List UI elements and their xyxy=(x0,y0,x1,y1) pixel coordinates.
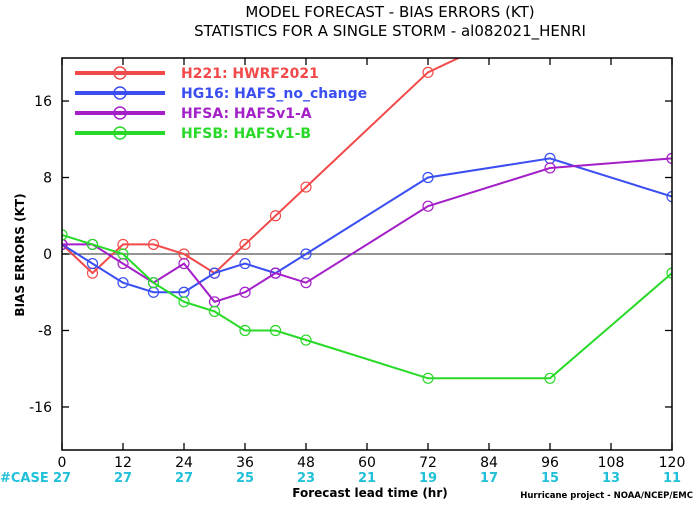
series-3-point xyxy=(239,286,251,298)
series-3-point xyxy=(666,152,672,164)
series-2-point xyxy=(117,277,129,289)
legend-marker xyxy=(113,126,127,140)
case-count: 23 xyxy=(297,471,315,486)
legend-label: HFSA: HAFSv1-A xyxy=(181,106,312,122)
series-3-point xyxy=(544,162,556,174)
legend-marker xyxy=(113,66,127,80)
chart-title: MODEL FORECAST - BIAS ERRORS (KT) xyxy=(245,3,534,21)
case-count: 15 xyxy=(541,471,559,486)
series-2-point xyxy=(239,257,251,270)
series-4-point xyxy=(666,267,672,279)
series-4-point xyxy=(147,277,160,289)
y-axis-label: BIAS ERRORS (KT) xyxy=(13,193,27,316)
case-count: 25 xyxy=(236,471,254,486)
series-4-point xyxy=(269,324,282,337)
series-3-line xyxy=(62,157,672,303)
x-tick-label: 96 xyxy=(541,455,559,471)
series-1-point xyxy=(147,238,160,251)
series-3-point xyxy=(178,257,190,270)
series-4-point xyxy=(86,238,99,251)
x-tick-label: 108 xyxy=(598,455,625,471)
series-2-point xyxy=(666,191,672,203)
series-1-point xyxy=(300,181,312,193)
x-tick-label: 60 xyxy=(358,455,376,471)
series-4-point xyxy=(544,372,556,384)
y-tick-label: -16 xyxy=(29,400,52,416)
series-1-point xyxy=(545,10,555,20)
footer-credit: Hurricane project - NOAA/NCEP/EMC xyxy=(520,491,693,501)
x-axis-label: Forecast lead time (hr) xyxy=(292,486,448,500)
chart-subtitle: STATISTICS FOR A SINGLE STORM - al082021… xyxy=(194,22,586,41)
series-1-point xyxy=(422,66,434,78)
case-count: 27 xyxy=(53,471,71,486)
case-count: 27 xyxy=(114,471,132,486)
legend-label: H221: HWRF2021 xyxy=(181,66,319,82)
case-count: 17 xyxy=(480,471,498,486)
legend-label: HFSB: HAFSv1-B xyxy=(181,126,311,142)
plot-area: -16 -8 0 8 16 0 12 24 36 48 60 72 84 96 108 120 27 27 27 25… xyxy=(29,10,686,486)
legend-marker xyxy=(113,86,127,100)
x-tick-label: 36 xyxy=(236,455,254,471)
series-2-point xyxy=(86,257,99,270)
series-4-point xyxy=(422,372,434,384)
series-2-point xyxy=(422,171,434,184)
y-tick-label: 0 xyxy=(43,247,52,263)
y-tick-label: 16 xyxy=(34,94,52,110)
x-tick-label: 24 xyxy=(175,455,193,471)
series-3-point xyxy=(300,277,312,289)
x-tick-label: 48 xyxy=(297,455,315,471)
case-row-label: #CASE xyxy=(0,471,49,486)
series-4-point xyxy=(117,248,129,260)
x-tick-label: 84 xyxy=(480,455,498,471)
series-3-point xyxy=(422,200,434,212)
series-1-point xyxy=(269,210,282,222)
series-1-line xyxy=(62,58,461,275)
y-tick-label: 8 xyxy=(43,171,52,187)
case-count: 27 xyxy=(175,471,193,486)
series-4-point xyxy=(208,305,221,317)
x-tick-label: 0 xyxy=(58,455,67,471)
series-2-point xyxy=(208,267,221,279)
series-3-point xyxy=(62,238,68,251)
x-tick-label: 120 xyxy=(659,455,686,471)
y-tick-label: -8 xyxy=(38,323,52,339)
legend-label: HG16: HAFS_no_change xyxy=(181,86,367,102)
series-2-point xyxy=(300,248,312,260)
series-2-line xyxy=(62,157,672,294)
x-tick-label: 12 xyxy=(114,455,132,471)
series-4-point xyxy=(239,324,251,337)
case-count: 21 xyxy=(358,471,376,486)
series-4-point xyxy=(300,334,312,346)
case-count: 11 xyxy=(663,471,681,486)
series-1-point xyxy=(239,238,251,251)
case-count: 13 xyxy=(602,471,620,486)
series-4-point xyxy=(62,229,68,241)
series-4-point xyxy=(178,296,190,308)
x-tick-label: 72 xyxy=(419,455,437,471)
legend-marker xyxy=(113,106,127,120)
series-group xyxy=(62,10,672,384)
series-4-line xyxy=(62,233,672,380)
series-3-point xyxy=(269,267,282,279)
case-count: 19 xyxy=(419,471,437,486)
